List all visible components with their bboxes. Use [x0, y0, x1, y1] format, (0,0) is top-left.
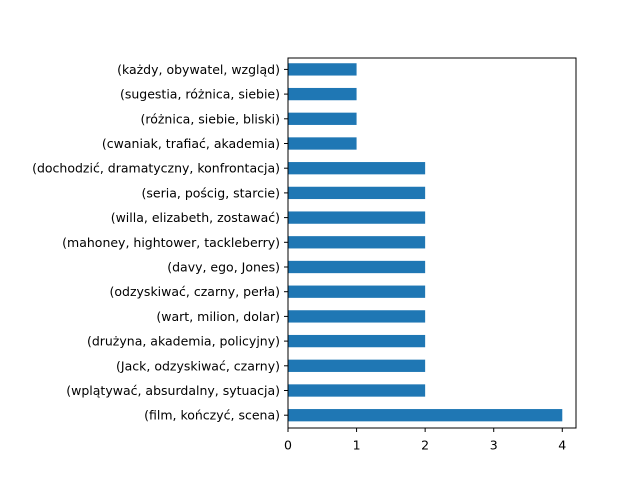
y-tick-label: (davy, ego, Jones)	[167, 260, 280, 275]
y-tick-label: (wart, milion, dolar)	[156, 309, 280, 324]
bar	[288, 384, 426, 397]
y-tick-label: (willa, elizabeth, zostawać)	[111, 210, 280, 225]
bar	[288, 409, 563, 422]
axes-frame	[287, 57, 577, 429]
y-tick-label: (film, kończyć, scena)	[144, 408, 280, 423]
bar	[288, 236, 426, 249]
y-tick-label: (Jack, odzyskiwać, czarny)	[116, 358, 280, 373]
x-tick-label: 0	[284, 438, 292, 453]
y-tick-label: (odzyskiwać, czarny, perła)	[110, 284, 280, 299]
y-tick-labels: (film, kończyć, scena) (wplątywać, absurd…	[32, 62, 288, 423]
bar	[288, 63, 357, 76]
y-tick-label: (każdy, obywatel, wzgląd)	[117, 62, 280, 77]
bar	[288, 112, 357, 125]
x-tick-label: 3	[490, 438, 498, 453]
bar	[288, 186, 426, 200]
y-tick-label: (seria, pościg, starcie)	[142, 185, 280, 200]
bar	[288, 87, 357, 101]
bar	[288, 162, 426, 175]
bar	[288, 359, 426, 372]
y-tick-label: (różnica, siebie, bliski)	[140, 111, 280, 126]
x-tick-label: 2	[421, 438, 429, 453]
x-tick-label: 4	[558, 438, 566, 453]
x-tick-label: 1	[353, 438, 361, 453]
bar	[288, 211, 426, 224]
bar	[288, 260, 426, 274]
y-tick-label: (drużyna, akademia, policyjny)	[87, 334, 280, 349]
y-tick-label: (wplątywać, absurdalny, sytuacja)	[66, 383, 280, 398]
bar	[288, 285, 426, 298]
y-tick-label: (sugestia, różnica, siebie)	[120, 87, 280, 102]
y-tick-label: (dochodzić, dramatyczny, konfrontacja)	[32, 161, 280, 176]
bar	[288, 310, 426, 323]
y-tick-label: (mahoney, hightower, tackleberry)	[62, 235, 280, 250]
bar	[288, 137, 357, 150]
bar	[288, 334, 426, 348]
y-tick-label: (cwaniak, trafiać, akademia)	[102, 136, 280, 151]
bars-group	[288, 63, 563, 422]
x-ticks: 0 1 2 3 4	[284, 428, 566, 453]
